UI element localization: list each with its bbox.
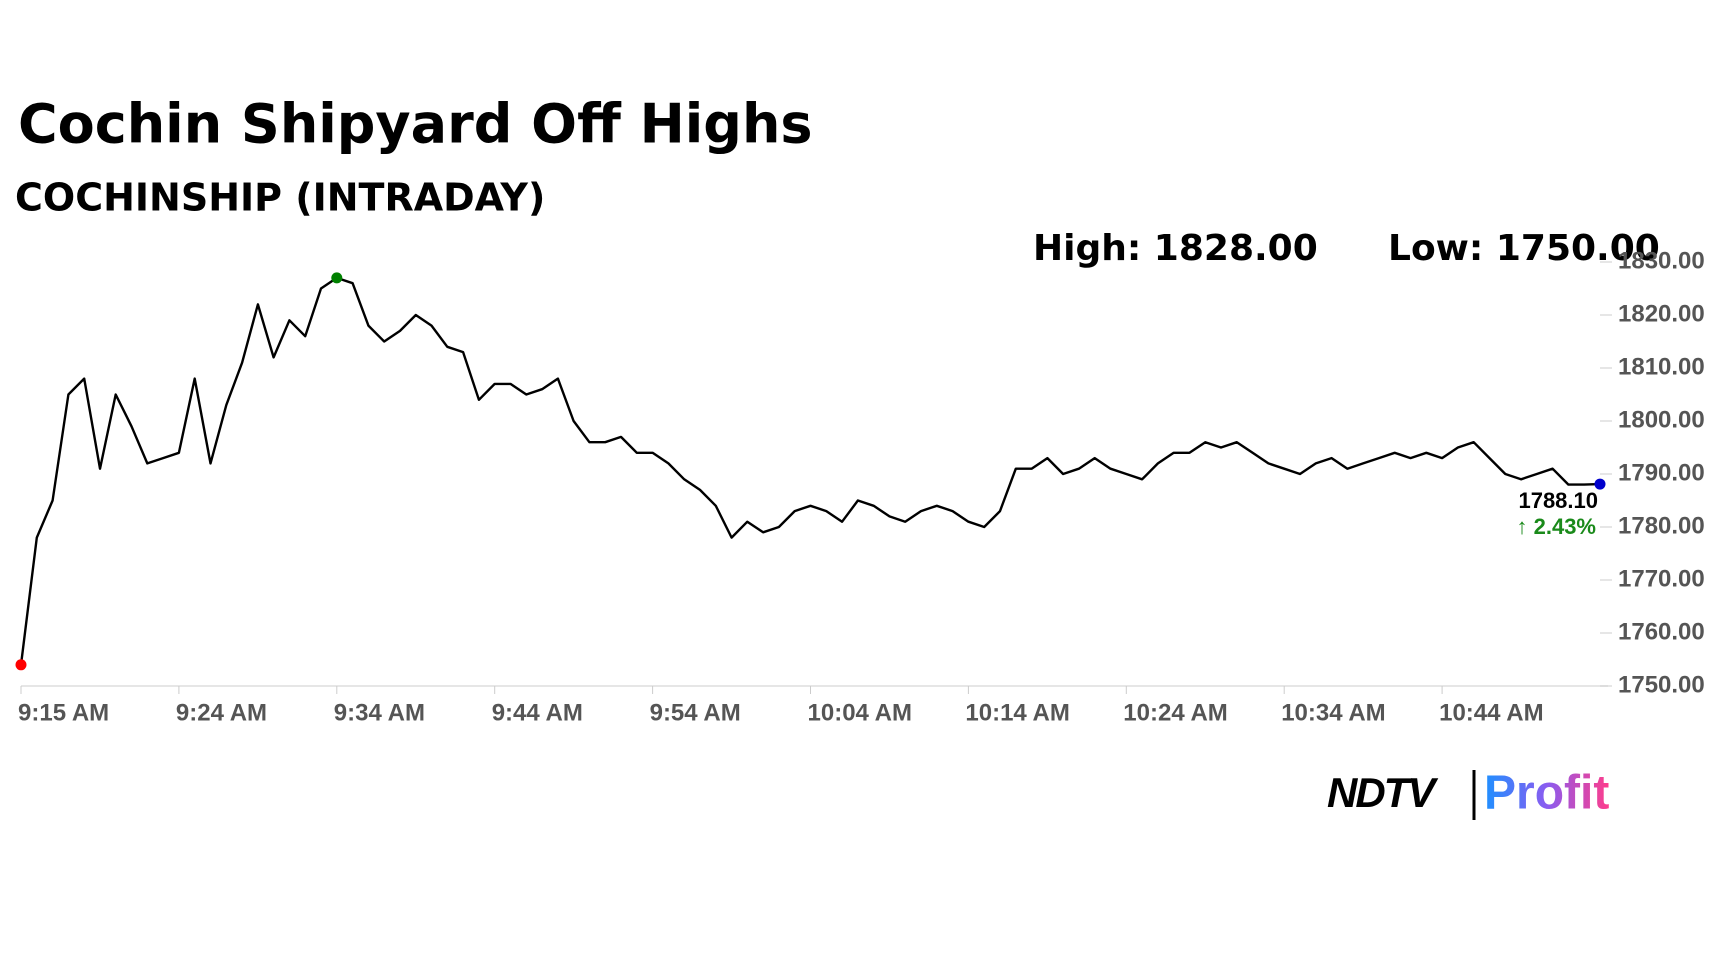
y-tick-label: 1750.00: [1618, 671, 1705, 698]
x-tick-label: 10:04 AM: [808, 699, 912, 726]
x-tick-label: 10:24 AM: [1123, 699, 1227, 726]
x-tick-label: 9:15 AM: [18, 699, 109, 726]
x-tick-label: 9:54 AM: [650, 699, 741, 726]
y-tick-label: 1830.00: [1618, 247, 1705, 274]
y-tick-label: 1810.00: [1618, 353, 1705, 380]
change-label: ↑ 2.43%: [1517, 514, 1597, 539]
low-label: Low: 1750.00: [1388, 228, 1660, 269]
x-tick-label: 9:34 AM: [334, 699, 425, 726]
y-tick-label: 1770.00: [1618, 565, 1705, 592]
logo-brand: NDTV: [1327, 769, 1438, 816]
y-tick-label: 1800.00: [1618, 406, 1705, 433]
chart-subtitle: COCHINSHIP (INTRADAY): [15, 176, 545, 220]
high-dot: [331, 272, 343, 284]
y-tick-label: 1790.00: [1618, 459, 1705, 486]
y-tick-label: 1820.00: [1618, 300, 1705, 327]
open-dot: [15, 659, 27, 671]
y-tick-label: 1760.00: [1618, 618, 1705, 645]
last-dot: [1594, 478, 1606, 490]
last-value-label: 1788.10: [1518, 488, 1598, 513]
x-tick-label: 10:34 AM: [1281, 699, 1385, 726]
x-tick-label: 10:14 AM: [965, 699, 1069, 726]
x-tick-label: 10:44 AM: [1439, 699, 1543, 726]
x-tick-label: 9:44 AM: [492, 699, 583, 726]
price-line: [19, 276, 1601, 665]
y-tick-label: 1780.00: [1618, 512, 1705, 539]
chart-title: Cochin Shipyard Off Highs: [18, 93, 813, 156]
high-label: High: 1828.00: [1033, 228, 1318, 269]
x-tick-label: 9:24 AM: [176, 699, 267, 726]
logo-product: Profit: [1484, 767, 1609, 820]
